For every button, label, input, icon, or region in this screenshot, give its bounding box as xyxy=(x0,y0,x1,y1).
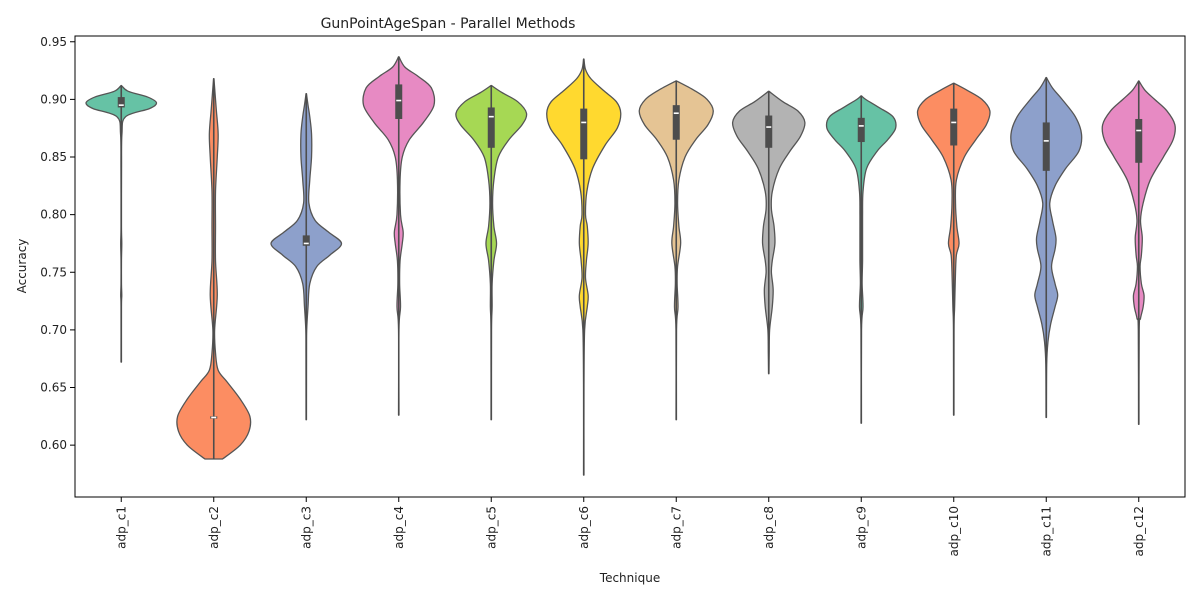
x-tick-label: adp_c11 xyxy=(1039,506,1053,556)
iqr-box xyxy=(765,115,773,148)
chart-title: GunPointAgeSpan - Parallel Methods xyxy=(321,16,576,32)
violin-adp_c4 xyxy=(362,56,436,416)
y-axis-title: Accuracy xyxy=(15,239,29,294)
y-tick-label: 0.95 xyxy=(40,35,67,49)
y-tick-label: 0.60 xyxy=(40,438,67,452)
x-tick-label: adp_c5 xyxy=(484,506,498,549)
violin-adp_c5 xyxy=(455,84,528,421)
y-tick-label: 0.75 xyxy=(40,265,67,279)
violin-adp_c6 xyxy=(546,58,622,476)
plot-area xyxy=(85,56,1176,476)
iqr-box xyxy=(302,235,310,246)
violin-adp_c1 xyxy=(85,84,158,363)
iqr-box xyxy=(580,108,588,160)
y-tick-label: 0.80 xyxy=(40,208,67,222)
x-axis-title: Technique xyxy=(599,571,660,585)
x-tick-label: adp_c8 xyxy=(762,506,776,549)
violin-adp_c10 xyxy=(916,82,991,416)
y-tick-label: 0.90 xyxy=(40,92,67,106)
y-tick-label: 0.65 xyxy=(40,381,67,395)
y-tick-label: 0.70 xyxy=(40,323,67,337)
iqr-box xyxy=(857,117,865,143)
violin-adp_c2 xyxy=(176,77,252,460)
x-tick-label: adp_c9 xyxy=(854,506,868,549)
violin-adp_c8 xyxy=(731,90,806,375)
iqr-box xyxy=(672,105,680,140)
x-tick-label: adp_c10 xyxy=(947,506,961,556)
violin-adp_c9 xyxy=(825,95,897,424)
plot-frame xyxy=(74,35,1186,498)
x-tick-label: adp_c1 xyxy=(114,506,128,549)
iqr-box xyxy=(950,108,958,146)
iqr-box xyxy=(1042,122,1050,171)
x-tick-label: adp_c6 xyxy=(577,506,591,549)
x-tick-label: adp_c2 xyxy=(207,506,221,549)
y-tick-label: 0.85 xyxy=(40,150,67,164)
iqr-box xyxy=(487,107,495,148)
iqr-box xyxy=(395,84,403,119)
x-tick-label: adp_c12 xyxy=(1132,506,1146,556)
x-tick-label: adp_c4 xyxy=(392,506,406,549)
iqr-box xyxy=(1135,118,1143,163)
y-axis: 0.60 0.65 0.70 0.75 0.80 0.85 0.90 0.95 xyxy=(40,35,75,452)
violin-adp_c3 xyxy=(270,92,343,421)
violin-adp_c12 xyxy=(1101,80,1176,426)
violin-adp_c11 xyxy=(1010,76,1083,419)
violin-adp_c7 xyxy=(638,80,714,421)
x-axis: adp_c1 adp_c2 adp_c3 adp_c4 adp_c5 adp_c6 adp_… xyxy=(114,497,1146,556)
iqr-box xyxy=(117,97,125,108)
x-tick-label: adp_c7 xyxy=(669,506,683,549)
x-tick-label: adp_c3 xyxy=(299,506,313,549)
